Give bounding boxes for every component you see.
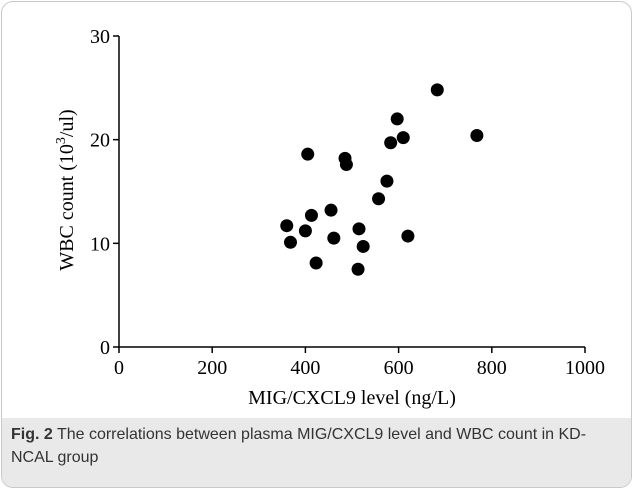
- data-point: [301, 147, 315, 161]
- data-point: [401, 229, 415, 243]
- y-tick-label: 10: [90, 233, 110, 255]
- x-tick-label: 800: [477, 357, 507, 379]
- x-tick-label: 0: [114, 357, 124, 379]
- data-points: [280, 83, 484, 276]
- data-point: [470, 129, 484, 143]
- data-point: [372, 192, 386, 206]
- data-point: [356, 239, 370, 253]
- data-point: [309, 256, 323, 270]
- caption-label: Fig. 2: [11, 426, 53, 443]
- data-point: [304, 208, 318, 222]
- y-axis-label: WBC count (103/ul): [54, 109, 78, 270]
- scatter-chart: 0 200 400 600 800 1000 0 10 20 30 MIG/CXCL9 level…: [54, 26, 605, 409]
- y-axis-label-main: WBC count (10: [56, 144, 78, 271]
- y-axis-label-exponent: 3: [54, 137, 69, 144]
- data-point: [380, 174, 394, 188]
- y-tick-label: 0: [100, 337, 110, 359]
- axes: 0 200 400 600 800 1000 0 10 20 30: [90, 26, 605, 379]
- data-point: [298, 224, 312, 238]
- x-tick-label: 400: [290, 357, 320, 379]
- x-axis-label: MIG/CXCL9 level (ng/L): [248, 387, 456, 409]
- data-point: [390, 112, 404, 126]
- data-point: [283, 235, 297, 249]
- caption-text: The correlations between plasma MIG/CXCL…: [11, 426, 587, 466]
- y-axis-label-tail: /ul): [56, 109, 78, 137]
- figure-caption: Fig. 2 The correlations between plasma M…: [11, 423, 611, 469]
- data-point: [280, 219, 294, 233]
- data-point: [327, 231, 341, 245]
- data-point: [396, 131, 410, 145]
- x-tick-label: 1000: [565, 357, 605, 379]
- data-point: [351, 262, 365, 276]
- data-point: [430, 83, 444, 97]
- data-point: [324, 203, 338, 217]
- y-tick-label: 30: [90, 26, 110, 48]
- data-point: [339, 158, 353, 172]
- y-tick-label: 20: [90, 130, 110, 152]
- x-tick-label: 600: [384, 357, 414, 379]
- data-point: [352, 222, 366, 236]
- data-point: [384, 136, 398, 150]
- caption-box: [2, 418, 631, 487]
- x-tick-label: 200: [197, 357, 227, 379]
